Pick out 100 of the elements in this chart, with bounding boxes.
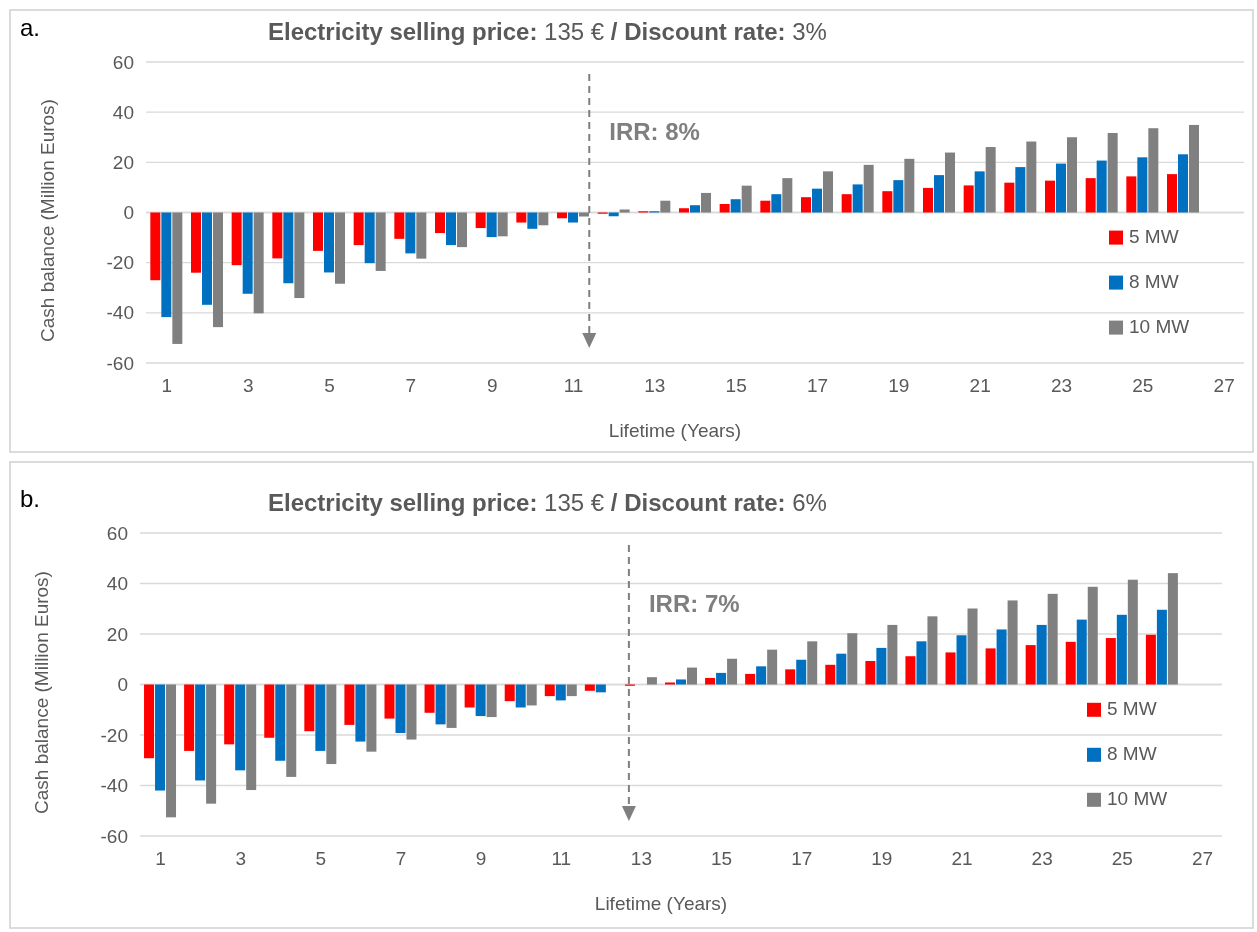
bar <box>963 185 974 213</box>
bar <box>184 684 195 751</box>
bar <box>1116 614 1127 685</box>
x-tick-label: 27 <box>1213 375 1235 397</box>
bar <box>405 212 416 254</box>
legend-label: 5 MW <box>1107 697 1157 719</box>
x-tick-label: 15 <box>711 848 733 870</box>
bar <box>242 212 253 294</box>
x-tick-label: 9 <box>486 375 498 397</box>
bar <box>863 164 874 213</box>
x-tick-label: 21 <box>951 848 973 870</box>
bar <box>687 667 697 685</box>
y-tick-label: 20 <box>112 151 134 173</box>
bar <box>568 212 578 223</box>
bar <box>1156 609 1167 685</box>
bar <box>1167 174 1177 213</box>
bar <box>375 212 386 271</box>
bar <box>446 212 456 246</box>
x-tick-label: 5 <box>315 848 327 870</box>
x-tick-label: 25 <box>1111 848 1133 870</box>
bar <box>1087 586 1098 685</box>
x-tick-label: 3 <box>242 375 254 397</box>
bar <box>974 171 985 213</box>
bar <box>985 648 996 685</box>
bar <box>679 208 689 213</box>
x-tick-label: 15 <box>725 375 747 397</box>
bar <box>927 616 938 685</box>
x-axis-title: Lifetime (Years) <box>594 893 728 914</box>
bar <box>730 199 741 213</box>
x-tick-label: 3 <box>235 848 246 870</box>
bar <box>395 684 406 733</box>
legend-label: 8 MW <box>1107 742 1157 764</box>
bar <box>172 212 183 344</box>
bar <box>424 684 435 713</box>
bar <box>825 664 836 685</box>
bar <box>364 212 375 264</box>
bar <box>1065 641 1076 685</box>
y-tick-label: 40 <box>106 573 128 595</box>
bar <box>195 684 206 781</box>
bar <box>741 185 752 213</box>
bar <box>1085 178 1096 213</box>
bar <box>475 212 486 229</box>
bar <box>161 212 172 318</box>
bar <box>852 184 863 213</box>
bar <box>1126 176 1137 213</box>
bar <box>555 684 566 701</box>
x-tick-label: 7 <box>395 848 407 870</box>
x-axis-title: Lifetime (Years) <box>608 420 742 441</box>
annotation: IRR: 8% <box>609 118 700 146</box>
bar <box>235 684 246 771</box>
bar <box>865 661 876 685</box>
y-tick-label: 60 <box>106 522 128 544</box>
legend-label: 10 MW <box>1129 315 1190 337</box>
bar <box>1148 128 1159 213</box>
bar <box>304 684 315 732</box>
bar <box>515 684 526 708</box>
bar <box>1036 624 1047 685</box>
bar <box>294 212 305 299</box>
bar <box>923 187 933 213</box>
bar <box>253 212 264 314</box>
bar <box>275 684 286 761</box>
x-tick-label: 9 <box>475 848 487 870</box>
bar <box>144 684 155 759</box>
x-tick-label: 1 <box>161 375 173 397</box>
bar <box>967 608 978 685</box>
chart-title: Electricity selling price: 135 € / Discount rate: 6% <box>268 489 827 516</box>
bar <box>782 178 793 213</box>
y-tick-label: 20 <box>106 623 128 645</box>
bar <box>584 684 595 691</box>
bar <box>1127 579 1138 685</box>
bar <box>760 200 771 213</box>
bar <box>457 212 467 248</box>
bar <box>224 684 235 745</box>
bar <box>1026 141 1037 213</box>
bar <box>1007 600 1018 685</box>
bar <box>985 147 996 213</box>
bar <box>595 684 606 693</box>
y-tick-label: 40 <box>112 101 134 123</box>
bar <box>956 635 967 685</box>
bar <box>836 653 847 685</box>
bar <box>566 684 577 697</box>
bar <box>353 212 364 246</box>
bar <box>756 666 767 685</box>
bar <box>727 658 738 685</box>
bar <box>996 629 1007 685</box>
bar <box>1107 132 1118 213</box>
x-tick-label: 25 <box>1132 375 1154 397</box>
bar <box>150 212 161 281</box>
bar <box>1167 573 1178 685</box>
bar <box>264 684 275 738</box>
bar <box>1137 157 1148 213</box>
bar <box>690 205 700 213</box>
text: a. <box>20 14 41 41</box>
bar <box>394 212 405 239</box>
bar <box>335 212 345 284</box>
bar <box>1056 163 1066 213</box>
bar <box>719 203 730 213</box>
y-tick-label: -20 <box>100 724 128 746</box>
bar <box>646 677 657 685</box>
x-tick-label: 23 <box>1050 375 1073 397</box>
